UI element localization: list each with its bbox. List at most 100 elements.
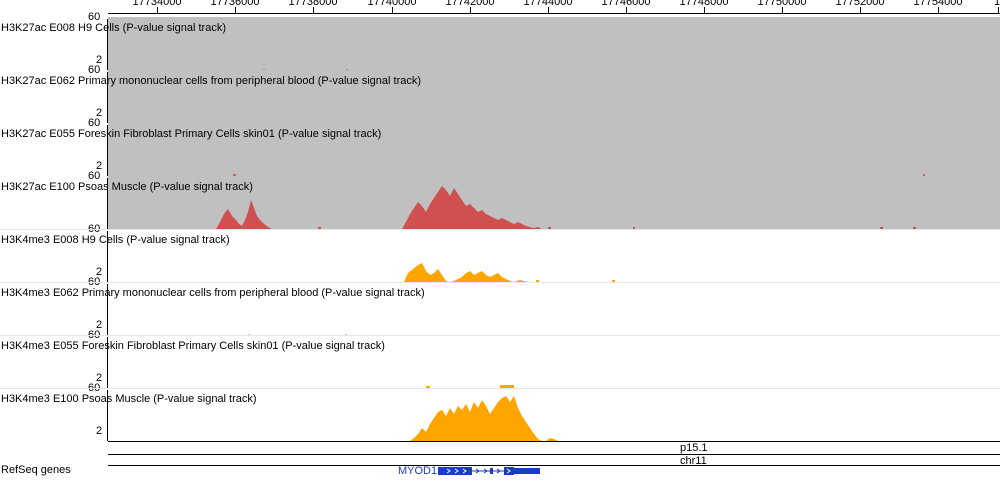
track-y-axis (107, 284, 108, 335)
ruler-tick (704, 7, 705, 13)
signal-mark (536, 280, 539, 282)
strand-arrow (475, 468, 480, 474)
signal-track-h3k27ac-e055[interactable]: 60 2 H3K27ac E055 Foreskin Fibroblast Pr… (0, 117, 1000, 176)
track-label: H3K27ac E008 H9 Cells (P-value signal tr… (1, 22, 226, 34)
signal-mark (633, 227, 635, 229)
signal-mark (548, 227, 551, 229)
ruler-tick-label: 17752000 (835, 0, 885, 8)
track-background (108, 123, 1000, 176)
signal-mark (248, 334, 250, 335)
h3k4me3-signal-peak-main (404, 263, 528, 282)
signal-mark (426, 386, 430, 388)
track-label: H3K4me3 E055 Foreskin Fibroblast Primary… (1, 340, 385, 352)
signal-mark (612, 280, 615, 282)
coordinate-ruler: 17734000 17736000 17738000 17740000 1774… (108, 0, 1000, 14)
gene-name-label[interactable]: MYOD1 (398, 465, 438, 477)
ideogram-band-line (108, 454, 1000, 455)
track-y-min: 2 (96, 319, 103, 331)
signal-plot (248, 334, 347, 335)
track-separator (0, 388, 1000, 389)
signal-mark (880, 227, 883, 229)
track-y-axis (107, 125, 108, 176)
track-label: H3K27ac E062 Primary mononuclear cells f… (1, 75, 422, 87)
track-label: H3K4me3 E100 Psoas Muscle (P-value signa… (1, 393, 257, 405)
ruler-tick-label: 17744000 (523, 0, 573, 8)
track-y-min: 2 (96, 54, 103, 66)
track-separator (0, 335, 1000, 336)
gene-model[interactable] (0, 460, 1000, 484)
track-y-axis (107, 390, 108, 441)
ruler-tick (313, 7, 314, 13)
track-background (108, 229, 1000, 282)
track-y-min: 2 (96, 425, 103, 437)
h3k27ac-signal-peak-left (216, 200, 272, 229)
ruler-tick-label: 17754000 (913, 0, 963, 8)
ideogram-top-line (108, 441, 1000, 442)
track-background (108, 70, 1000, 123)
refseq-gene-track[interactable]: RefSeq genes MYOD1 (0, 460, 1000, 484)
ruler-tick (998, 7, 999, 13)
track-separator (0, 229, 1000, 230)
track-label: H3K4me3 E062 Primary mononuclear cells f… (1, 287, 425, 299)
signal-mark (913, 227, 916, 229)
signal-plot (404, 263, 615, 282)
ideogram-band-label: p15.1 (680, 442, 708, 454)
ideogram-chrom-label: chr11 (680, 455, 707, 467)
strand-arrow (462, 468, 467, 474)
strand-arrow (446, 468, 451, 474)
gene-exon (438, 467, 472, 475)
signal-track-h3k4me3-e008[interactable]: 60 2 H3K4me3 E008 H9 Cells (P-value sign… (0, 223, 1000, 282)
ruler-tick (938, 7, 939, 13)
track-y-min: 2 (96, 266, 103, 278)
ruler-tick-label: 17742000 (445, 0, 495, 8)
signal-mark (263, 69, 265, 70)
track-y-axis (107, 337, 108, 388)
ruler-tick-label: 17738000 (288, 0, 338, 8)
signal-mark (346, 69, 348, 70)
track-background (108, 282, 1000, 335)
track-y-axis (107, 19, 108, 70)
ruler-tick (235, 7, 236, 13)
ruler-tick (548, 7, 549, 13)
ruler-tick-label: 17736000 (210, 0, 260, 8)
gene-track-label: RefSeq genes (1, 464, 71, 476)
track-background (108, 17, 1000, 70)
h3k4me3-signal-tail (546, 438, 558, 441)
track-label: H3K4me3 E008 H9 Cells (P-value signal tr… (1, 234, 230, 246)
track-y-axis (107, 72, 108, 123)
signal-mark (923, 174, 925, 176)
ruler-tick-label: 1 (993, 0, 1000, 8)
signal-plot (233, 174, 925, 176)
signal-track-h3k4me3-e055[interactable]: 60 2 H3K4me3 E055 Foreskin Fibroblast Pr… (0, 329, 1000, 388)
ruler-tick-label: 17734000 (132, 0, 182, 8)
signal-track-h3k27ac-e100[interactable]: 60 H3K27ac E100 Psoas Muscle (P-value si… (0, 170, 1000, 229)
signal-track-h3k27ac-e062[interactable]: 60 2 H3K27ac E062 Primary mononuclear ce… (0, 64, 1000, 123)
gene-utr (514, 468, 540, 474)
track-label: H3K27ac E055 Foreskin Fibroblast Primary… (1, 128, 382, 140)
ruler-tick-label: 17748000 (679, 0, 729, 8)
gene-exon (504, 467, 514, 475)
signal-track-h3k27ac-e008[interactable]: 60 2 H3K27ac E008 H9 Cells (P-value sign… (0, 11, 1000, 70)
strand-arrow (506, 468, 511, 474)
signal-mark (500, 385, 514, 388)
signal-mark (318, 227, 321, 229)
track-y-min: 2 (96, 160, 103, 172)
gene-exon (490, 468, 493, 474)
strand-arrow (454, 468, 459, 474)
track-label: H3K27ac E100 Psoas Muscle (P-value signa… (1, 181, 253, 193)
ruler-tick (157, 7, 158, 13)
track-separator (0, 282, 1000, 283)
track-y-min: 2 (96, 107, 103, 119)
signal-plot (410, 396, 558, 441)
track-y-max: 60 (88, 170, 101, 182)
signal-mark (233, 174, 236, 176)
h3k27ac-signal-peak-main (402, 186, 542, 229)
track-y-max: 60 (88, 117, 101, 129)
track-background (108, 335, 1000, 388)
track-y-min: 2 (96, 372, 103, 384)
strand-arrow (483, 468, 488, 474)
signal-track-h3k4me3-e062[interactable]: 60 2 H3K4me3 E062 Primary mononuclear ce… (0, 276, 1000, 335)
ruler-tick (782, 7, 783, 13)
signal-track-h3k4me3-e100[interactable]: 60 2 H3K4me3 E100 Psoas Muscle (P-value … (0, 382, 1000, 441)
